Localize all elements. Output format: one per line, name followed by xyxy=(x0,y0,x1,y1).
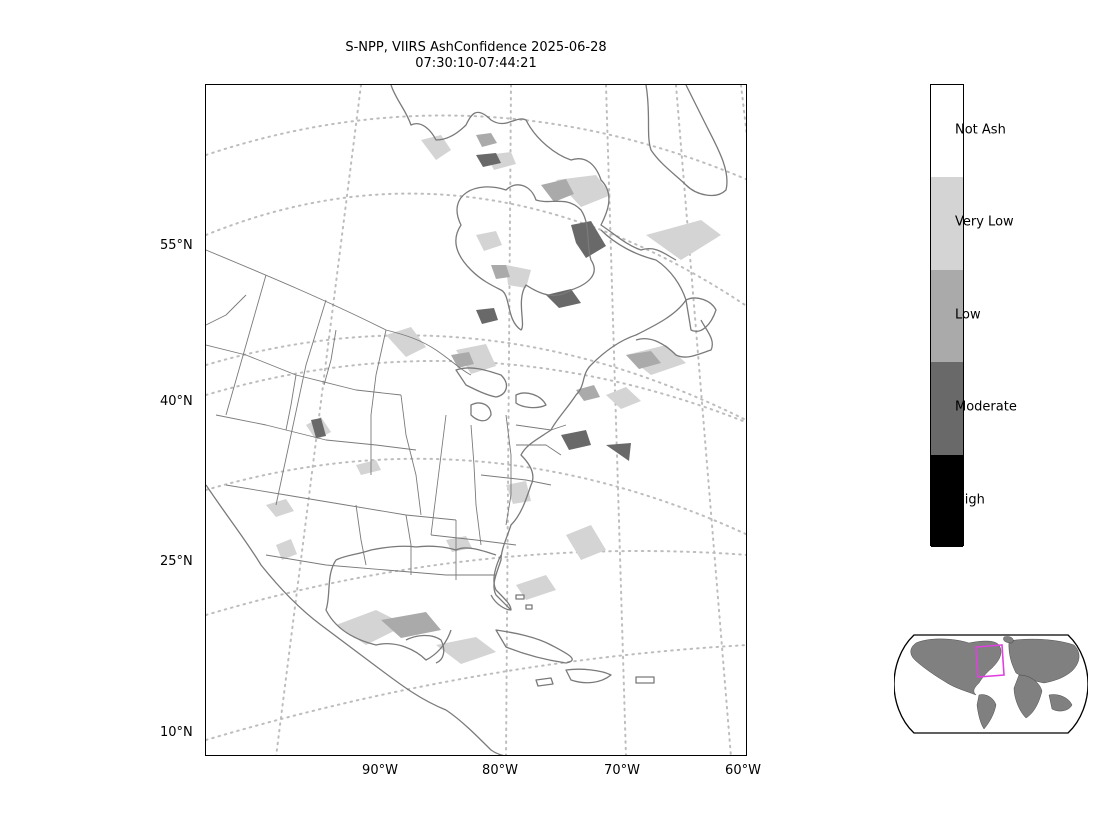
lon-label-80w: 80°W xyxy=(482,763,518,778)
legend-label-high: High xyxy=(955,492,985,508)
hispaniola xyxy=(565,668,612,684)
bahamas xyxy=(515,594,533,610)
colorbar-segment-not-ash xyxy=(931,85,963,177)
meridian-80w xyxy=(605,85,627,755)
legend-label-very-low: Very Low xyxy=(955,214,1014,230)
lat-label-25n: 25°N xyxy=(160,554,193,569)
globe-land xyxy=(910,636,1080,730)
ash-patches xyxy=(266,133,721,664)
lon-label-70w: 70°W xyxy=(604,763,640,778)
meridian-70w xyxy=(675,85,732,755)
lat-label-40n: 40°N xyxy=(160,394,193,409)
map-title-line1: S-NPP, VIIRS AshConfidence 2025-06-28 xyxy=(345,40,607,55)
central-america xyxy=(445,709,504,755)
parallel-30n xyxy=(206,550,746,616)
us-canada-border xyxy=(206,249,472,376)
colorbar xyxy=(930,84,964,547)
cuba xyxy=(495,629,573,664)
legend-label-moderate: Moderate xyxy=(955,399,1017,415)
puerto-rico xyxy=(635,676,655,684)
globe-inset-svg xyxy=(893,634,1089,734)
lat-label-55n: 55°N xyxy=(160,238,193,253)
mexico-west xyxy=(206,484,447,711)
state-borders xyxy=(206,249,567,580)
jamaica xyxy=(535,677,554,687)
colorbar-segment-low xyxy=(931,270,963,362)
lon-label-90w: 90°W xyxy=(362,763,398,778)
lon-label-60w: 60°W xyxy=(725,763,761,778)
coastlines xyxy=(206,85,728,755)
north-coast xyxy=(390,85,677,261)
colorbar-segment-moderate xyxy=(931,362,963,455)
map-title: S-NPP, VIIRS AshConfidence 2025-06-28 07… xyxy=(205,40,747,72)
yucatan xyxy=(405,634,445,664)
legend-label-low: Low xyxy=(955,307,981,323)
map-canvas xyxy=(206,85,746,755)
map-panel[interactable] xyxy=(205,84,747,756)
meridian-60w xyxy=(740,85,746,137)
newfoundland xyxy=(685,297,717,332)
nova-scotia xyxy=(635,319,713,358)
parallel-50n xyxy=(206,334,746,422)
colorbar-segment-high xyxy=(931,455,963,547)
legend-label-not-ash: Not Ash xyxy=(955,122,1006,138)
meridian-90w xyxy=(505,85,512,755)
parallel-35n xyxy=(206,457,746,536)
globe-inset xyxy=(893,633,1089,735)
greenland-coast xyxy=(645,85,728,197)
parallel-55n xyxy=(206,192,746,307)
florida xyxy=(490,554,512,611)
map-title-line2: 07:30:10-07:44:21 xyxy=(415,56,537,71)
hudson-bay-coast xyxy=(455,184,595,331)
great-lakes xyxy=(455,367,547,422)
parallel-60n xyxy=(206,114,746,181)
parallel-20n xyxy=(206,644,746,741)
gulf-coast xyxy=(335,545,497,561)
mexico-coast xyxy=(325,559,452,661)
colorbar-segment-very-low xyxy=(931,177,963,270)
globe-region-box xyxy=(975,644,1005,678)
lat-label-10n: 10°N xyxy=(160,725,193,740)
